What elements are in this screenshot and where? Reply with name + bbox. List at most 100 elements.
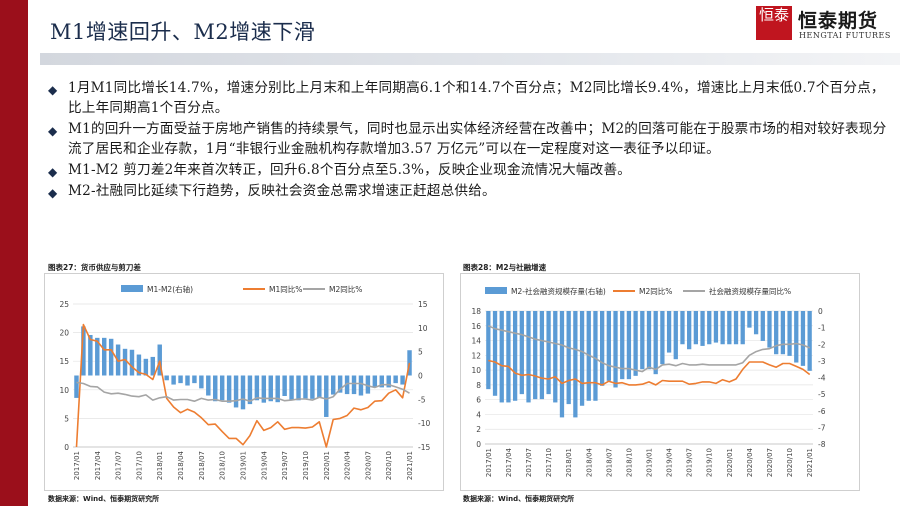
x-tick-label: 2018/10 <box>625 448 633 477</box>
x-tick-label: 2018/07 <box>198 451 206 480</box>
bar <box>122 348 128 376</box>
x-tick-label: 2018/04 <box>585 447 593 477</box>
bar <box>247 375 253 405</box>
legend-swatch-bar <box>485 287 507 294</box>
legend-label: M1-M2(右轴) <box>147 284 193 294</box>
bar <box>303 375 308 399</box>
right-tick-label: -4 <box>818 374 826 383</box>
diamond-bullet-icon: ◆ <box>48 165 58 179</box>
legend-label: M2同比% <box>329 284 362 294</box>
left-tick-label: 14 <box>471 337 481 346</box>
left-tick-label: 2 <box>476 425 481 434</box>
chart-1-frame: 0 5 10 15 20 25 -15 -10 -5 0 5 10 15 2017/01 2017/04 20… <box>44 273 444 491</box>
right-tick-label: -3 <box>818 357 826 366</box>
x-tick-label: 2019/04 <box>666 447 674 477</box>
right-tick-label: -7 <box>818 423 826 432</box>
chart-1-source: 数据来源：Wind、恒泰期货研究所 <box>48 495 160 503</box>
legend-label: M1同比% <box>269 284 302 294</box>
bar <box>553 311 558 403</box>
left-tick-label: 16 <box>471 322 481 331</box>
series-line-1 <box>75 323 411 448</box>
left-tick-label: 18 <box>471 307 481 316</box>
bar <box>626 311 632 380</box>
bar <box>324 375 329 417</box>
bar <box>317 375 322 398</box>
bar <box>579 311 585 406</box>
left-tick-label: 20 <box>59 329 69 338</box>
left-tick-label: 10 <box>471 366 481 375</box>
bar <box>372 375 378 387</box>
x-tick-label: 2018/04 <box>177 450 185 480</box>
x-tick-label: 2020/04 <box>746 447 754 477</box>
bar <box>157 344 162 376</box>
bar <box>687 311 692 350</box>
logo-seal: 恒泰 <box>756 6 792 40</box>
bar <box>700 311 705 346</box>
bullet-text: M1的回升一方面受益于房地产销售的持续景气，同时也显示出实体经济经营在改善中；M… <box>68 121 887 157</box>
logo-name-en: HENGTAI FUTURES <box>799 31 891 40</box>
logo-seal-text: 恒泰 <box>758 6 789 24</box>
x-tick-label: 2018/07 <box>605 448 613 477</box>
bar <box>653 311 658 375</box>
bar <box>733 311 739 345</box>
bar <box>767 311 772 348</box>
bar <box>88 334 93 376</box>
bar <box>546 311 551 395</box>
bar <box>620 311 625 380</box>
bar <box>268 375 273 402</box>
x-tick-label: 2017/04 <box>505 447 513 477</box>
bar <box>720 311 725 345</box>
bar <box>747 311 752 328</box>
right-tick-label: 0 <box>818 307 823 316</box>
bar <box>713 311 719 343</box>
bar <box>330 375 336 395</box>
series-line-1 <box>488 359 811 386</box>
logo-name-cn: 恒泰期货 <box>798 10 879 32</box>
bar <box>337 375 343 393</box>
x-tick-label: 2017/07 <box>115 451 123 480</box>
legend-swatch-bar <box>121 285 143 292</box>
bar <box>633 311 638 376</box>
title-underline-bar <box>40 53 900 65</box>
bar <box>499 311 504 403</box>
bar <box>74 375 79 398</box>
bar <box>185 375 190 386</box>
series-line-2 <box>487 325 811 373</box>
bar <box>136 354 142 376</box>
diamond-bullet-icon: ◆ <box>48 124 58 138</box>
series-line-2 <box>76 381 410 402</box>
legend-label: 社会融资规模存量同比% <box>709 286 791 296</box>
x-tick-label: 2019/04 <box>260 450 268 480</box>
chart-1-title: 图表27：货币供应与剪刀差 <box>48 263 141 272</box>
bar <box>275 375 280 403</box>
bar <box>707 311 712 345</box>
slide-title: M1增速回升、M2增速下滑 <box>50 20 316 44</box>
left-tick-label: 12 <box>471 351 481 360</box>
legend-label: M2-社会融资规模存量(右轴) <box>511 286 606 296</box>
bar <box>519 311 524 395</box>
left-tick-label: 0 <box>476 440 481 449</box>
bar <box>800 311 806 366</box>
chart-2-source: 数据来源：Wind、恒泰期货研究所 <box>463 495 575 503</box>
bar <box>108 338 114 376</box>
right-tick-label: -10 <box>418 419 430 428</box>
x-tick-label: 2020/07 <box>364 451 372 480</box>
x-tick-label: 2019/07 <box>281 451 289 480</box>
bar <box>646 311 652 370</box>
bar <box>566 311 571 405</box>
x-tick-label: 2017/01 <box>485 448 493 477</box>
bar <box>787 311 792 356</box>
bar <box>81 326 86 376</box>
bar <box>780 311 786 355</box>
title-area: M1增速回升、M2增速下滑 <box>50 14 330 50</box>
bullet-text: 1月M1同比增长14.7%，增速分别比上月末和上年同期高6.1个和14.7个百分… <box>68 80 885 116</box>
bar <box>559 311 565 418</box>
bar <box>512 311 518 401</box>
bar <box>640 311 645 370</box>
bar <box>606 311 611 381</box>
bullet-item: ◆ M2-社融同比延续下行趋势，反映社会资金总需求增速正赶超总供给。 <box>48 181 888 201</box>
left-tick-label: 15 <box>59 357 69 366</box>
bar <box>219 375 225 401</box>
x-tick-label: 2019/01 <box>646 448 654 477</box>
right-tick-label: -2 <box>818 340 826 349</box>
